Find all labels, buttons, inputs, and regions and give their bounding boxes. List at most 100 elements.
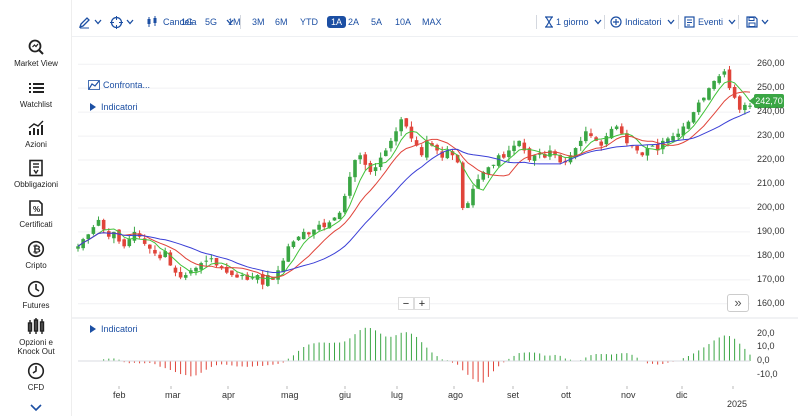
candle-body [748, 105, 752, 107]
chart-type-select[interactable]: Candela [146, 8, 234, 36]
candle-body [204, 260, 209, 262]
indicators-label: Indicatori [625, 17, 662, 27]
candle-body [578, 140, 583, 147]
x-tick-label: nov [621, 390, 636, 400]
sidebar-item-certificati[interactable]: % Certificati [0, 199, 72, 239]
candle-body [117, 229, 121, 242]
candle-body [209, 258, 214, 260]
interval-label: 1 giorno [556, 17, 589, 27]
osc-tick-label: 0,0 [757, 355, 770, 365]
svg-text:₿: ₿ [33, 244, 41, 256]
indicators-button[interactable]: Indicatori [610, 8, 675, 36]
sidebar-item-market-view[interactable]: Market View [0, 38, 72, 78]
candle-body [707, 88, 711, 100]
candle-body [81, 239, 85, 249]
sidebar-item-futures[interactable]: Futures [0, 280, 72, 320]
zoom-controls: − + [398, 297, 430, 310]
candle-body [214, 258, 219, 266]
candle-body [599, 141, 604, 146]
save-icon [746, 16, 758, 28]
save-button[interactable] [746, 8, 769, 36]
candle-body [409, 126, 414, 139]
range-button-3m[interactable]: 3M [252, 17, 265, 27]
candle-body [122, 239, 126, 247]
range-button-5g[interactable]: 5G [205, 17, 218, 27]
candle-body [460, 162, 465, 208]
scroll-to-latest-button[interactable]: » [727, 294, 749, 312]
candle-body [296, 236, 301, 241]
cfd-icon [27, 362, 45, 380]
candle-body [322, 222, 327, 228]
compare-icon [88, 80, 100, 90]
range-button-1a[interactable]: 1A [327, 16, 347, 28]
certificate-icon: % [29, 200, 43, 216]
watchlist-icon [29, 83, 44, 93]
candle-body [342, 195, 347, 213]
range-button-ytd[interactable]: YTD [300, 17, 318, 27]
sidebar-item-opzioni[interactable]: Opzioni e Knock Out [0, 317, 72, 357]
candle-body [640, 152, 645, 156]
osc-tick-label: 10,0 [757, 341, 775, 352]
interval-select[interactable]: 1 giorno [544, 8, 602, 36]
range-button-6m[interactable]: 6M [275, 17, 288, 27]
candle-body [414, 140, 419, 146]
compare-button[interactable]: Confronta... [88, 80, 150, 90]
indicators-main-toggle[interactable]: Indicatori [90, 102, 138, 112]
sidebar-item-label: Certificati [19, 220, 53, 229]
sidebar-item-cfd[interactable]: CFD [0, 362, 72, 402]
compare-label: Confronta... [103, 80, 151, 90]
zoom-out-button[interactable]: − [398, 297, 414, 310]
expand-arrow-icon [90, 325, 96, 333]
candle-body [466, 203, 470, 208]
crosshair-button[interactable] [110, 8, 134, 36]
last-price-tag: 242,70 [749, 94, 784, 108]
range-button-10a[interactable]: 10A [395, 17, 412, 27]
sidebar-item-label: Opzioni e Knock Out [17, 338, 55, 356]
candle-body [543, 153, 547, 158]
expand-arrow-icon [90, 103, 96, 111]
candle-body [132, 231, 137, 241]
candle-body [732, 87, 737, 98]
osc-tick-label: -10,0 [757, 368, 778, 379]
events-button[interactable]: Eventi [684, 8, 736, 36]
pencil-icon [78, 16, 90, 28]
toolbar-divider [72, 36, 798, 37]
toolbar-separator [240, 15, 241, 29]
sidebar-item-cripto[interactable]: ₿ Cripto [0, 240, 72, 280]
sidebar-item-azioni[interactable]: Azioni [0, 119, 72, 159]
chevron-down-icon[interactable] [29, 402, 43, 412]
candle-body [101, 219, 106, 230]
candle-body [609, 128, 614, 139]
candle-body [332, 217, 337, 221]
candle-body [183, 275, 188, 278]
candle-body [86, 234, 91, 240]
candle-body [224, 266, 229, 273]
candle-body [240, 275, 244, 277]
candle-body [645, 148, 650, 156]
range-button-2a[interactable]: 2A [348, 17, 360, 27]
range-button-max[interactable]: MAX [422, 17, 442, 27]
indicators-sub-toggle[interactable]: Indicatori [90, 324, 138, 334]
chevron-down-icon [594, 19, 602, 25]
candle-body [445, 150, 450, 159]
hourglass-icon [545, 16, 553, 28]
range-button-1g[interactable]: 1G [181, 17, 194, 27]
candle-body [148, 244, 152, 249]
candle-body [430, 143, 434, 146]
y-tick-label: 200,00 [757, 201, 785, 212]
candle-body [163, 251, 168, 258]
sidebar-item-watchlist[interactable]: Watchlist [0, 79, 72, 119]
candle-body [486, 167, 491, 175]
zoom-in-button[interactable]: + [414, 297, 430, 310]
sidebar-item-obbligazioni[interactable]: Obbligazioni [0, 159, 72, 199]
y-tick-label: 210,00 [757, 178, 785, 188]
range-button-5a[interactable]: 5A [371, 17, 383, 27]
candle-body [281, 260, 285, 272]
osc-tick-label: 20,0 [757, 327, 775, 338]
svg-text:%: % [33, 205, 40, 214]
market-view-icon [28, 39, 44, 55]
range-button-1m[interactable]: 1M [228, 17, 241, 27]
draw-tool-button[interactable] [78, 8, 102, 36]
